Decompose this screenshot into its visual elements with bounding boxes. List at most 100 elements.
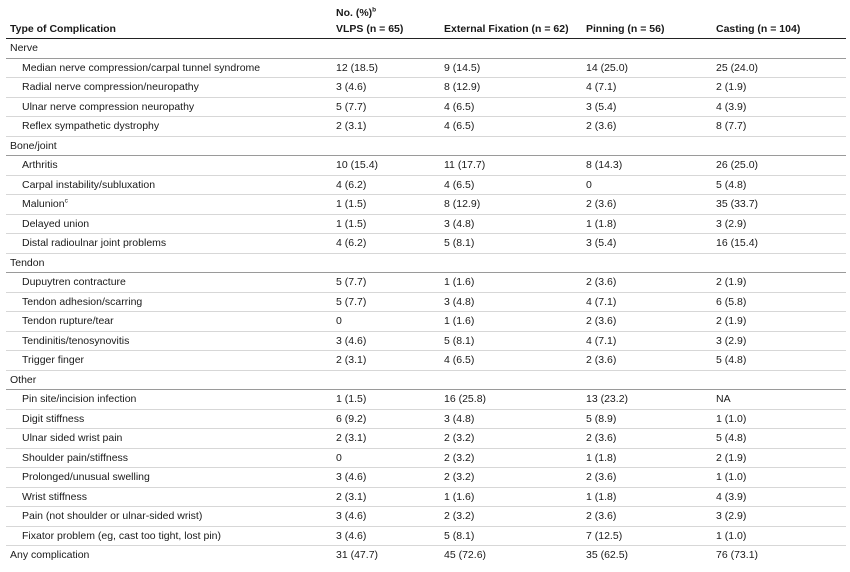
table-row: Arthritis 10 (15.4) 11 (17.7) 8 (14.3) 26 (2… xyxy=(6,155,847,176)
header-group-row: No. (%)b xyxy=(6,0,846,20)
column-header-vlps: VLPS (n = 65) xyxy=(332,20,440,39)
value-cell: 5 (4.8) xyxy=(712,350,847,371)
row-label-cell: Median nerve compression/carpal tunnel s… xyxy=(6,58,332,78)
column-header-pinning: Pinning (n = 56) xyxy=(582,20,712,39)
row-label: Ulnar sided wrist pain xyxy=(22,432,123,445)
value-cell: 1 (1.5) xyxy=(332,389,440,410)
value-cell: 3 (4.6) xyxy=(332,526,440,546)
total-value-cell: 45 (72.6) xyxy=(444,549,487,562)
table-row: Dupuytren contracture 5 (7.7) 1 (1.6) 2 (3.… xyxy=(6,272,847,293)
value-cell: 16 (25.8) xyxy=(440,389,582,410)
table-row: Median nerve compression/carpal tunnel s… xyxy=(6,58,847,78)
value-cell: NA xyxy=(712,389,847,410)
row-label: Carpal instability/subluxation xyxy=(22,178,156,191)
value-cell: 3 (2.9) xyxy=(712,214,847,234)
value-cell: 1 (1.6) xyxy=(440,311,582,332)
value-cell: 5 (4.8) xyxy=(712,428,847,449)
row-label-cell: Tendon rupture/tear xyxy=(6,311,332,332)
value-cell: 1 (1.6) xyxy=(440,272,582,293)
row-label: Radial nerve compression/neuropathy xyxy=(22,81,199,94)
value-cell: 3 (4.8) xyxy=(440,292,582,312)
value-cell: 3 (2.9) xyxy=(712,331,847,351)
section-label: Nerve xyxy=(6,38,847,59)
value-cell: 8 (7.7) xyxy=(712,116,847,137)
value-cell: 4 (6.5) xyxy=(440,350,582,371)
value-cell: 5 (8.1) xyxy=(440,331,582,351)
table-row: Reflex sympathetic dystrophy 2 (3.1) 4 (6.… xyxy=(6,116,847,137)
row-label: Reflex sympathetic dystrophy xyxy=(22,120,160,133)
value-cell: 4 (6.2) xyxy=(332,175,440,195)
value-cell: 3 (4.6) xyxy=(332,467,440,488)
section-label: Bone/joint xyxy=(6,136,847,156)
value-cell: 8 (14.3) xyxy=(582,155,712,176)
value-cell: 7 (12.5) xyxy=(582,526,712,546)
row-label-cell: Dupuytren contracture xyxy=(6,272,332,293)
header-footnote-marker: b xyxy=(372,6,377,14)
value-cell: 1 (1.0) xyxy=(712,409,847,429)
value-cell: 5 (7.7) xyxy=(332,292,440,312)
column-header-casting: Casting (n = 104) xyxy=(712,20,847,39)
value-cell: 2 (3.2) xyxy=(440,428,582,449)
value-cell: 3 (4.6) xyxy=(332,506,440,527)
value-cell: 3 (4.8) xyxy=(440,214,582,234)
row-label-cell: Radial nerve compression/neuropathy xyxy=(6,77,332,98)
value-cell: 5 (8.1) xyxy=(440,233,582,254)
section-row: Tendon xyxy=(6,253,847,273)
section-label: Tendon xyxy=(6,253,847,273)
row-label-cell: Fixator problem (eg, cast too tight, los… xyxy=(6,526,332,546)
table-row: Delayed union 1 (1.5) 3 (4.8) 1 (1.8) 3 (2.9… xyxy=(6,214,847,234)
row-label-cell: Carpal instability/subluxation xyxy=(6,175,332,195)
row-label-cell: Pin site/incision infection xyxy=(6,389,332,410)
value-cell: 1 (1.8) xyxy=(582,487,712,507)
row-label-cell: Shoulder pain/stiffness xyxy=(6,448,332,468)
value-cell: 8 (12.9) xyxy=(440,194,582,215)
row-label-cell: Delayed union xyxy=(6,214,332,234)
value-cell: 2 (3.1) xyxy=(332,116,440,137)
value-cell: 4 (7.1) xyxy=(582,77,712,98)
row-label-cell: Reflex sympathetic dystrophy xyxy=(6,116,332,137)
row-label-cell: Tendon adhesion/scarring xyxy=(6,292,332,312)
table-row: Wrist stiffness 2 (3.1) 1 (1.6) 1 (1.8) 4 (3… xyxy=(6,487,847,507)
table-row: Prolonged/unusual swelling 3 (4.6) 2 (3.2)… xyxy=(6,467,847,488)
total-label: Any complication xyxy=(10,549,90,562)
value-cell: 4 (7.1) xyxy=(582,292,712,312)
header-blank xyxy=(6,0,332,20)
row-label-cell: Arthritis xyxy=(6,155,332,176)
value-cell: 4 (3.9) xyxy=(712,487,847,507)
value-cell: 4 (3.9) xyxy=(712,97,847,117)
total-value-cell: 76 (73.1) xyxy=(716,549,759,562)
value-cell: 8 (12.9) xyxy=(440,77,582,98)
total-value-cell: 35 (62.5) xyxy=(586,549,629,562)
row-label: Tendinitis/tenosynovitis xyxy=(22,334,130,347)
value-cell: 1 (1.0) xyxy=(712,526,847,546)
value-cell: 4 (7.1) xyxy=(582,331,712,351)
value-cell: 2 (3.6) xyxy=(582,116,712,137)
value-cell: 14 (25.0) xyxy=(582,58,712,78)
value-cell: 11 (17.7) xyxy=(440,155,582,176)
value-cell: 3 (5.4) xyxy=(582,97,712,117)
section-label: Other xyxy=(6,370,847,390)
value-cell: 3 (2.9) xyxy=(712,506,847,527)
table-row: Ulnar sided wrist pain 2 (3.1) 2 (3.2) 2 (3… xyxy=(6,428,847,449)
section-row: Nerve xyxy=(6,38,847,59)
value-cell: 10 (15.4) xyxy=(332,155,440,176)
section-row: Bone/joint xyxy=(6,136,847,156)
table-row: Carpal instability/subluxation 4 (6.2) 4 (… xyxy=(6,175,847,195)
row-label: Wrist stiffness xyxy=(22,490,87,503)
table-row: Malunionc 1 (1.5) 8 (12.9) 2 (3.6) 35 (33.7) xyxy=(6,194,847,215)
value-cell: 2 (3.1) xyxy=(332,487,440,507)
value-cell: 6 (5.8) xyxy=(712,292,847,312)
row-label-cell: Pain (not shoulder or ulnar-sided wrist) xyxy=(6,506,332,527)
value-cell: 1 (1.0) xyxy=(712,467,847,488)
row-label: Median nerve compression/carpal tunnel s… xyxy=(22,61,261,74)
table-row: Trigger finger 2 (3.1) 4 (6.5) 2 (3.6) 5 (4.… xyxy=(6,350,847,371)
value-cell: 35 (33.7) xyxy=(712,194,847,215)
table-row: Distal radioulnar joint problems 4 (6.2) 5… xyxy=(6,233,847,254)
value-cell: 5 (4.8) xyxy=(712,175,847,195)
footnote-marker: c xyxy=(64,197,68,205)
value-cell: 2 (1.9) xyxy=(712,448,847,468)
row-label: Tendon adhesion/scarring xyxy=(22,295,143,308)
value-cell: 25 (24.0) xyxy=(712,58,847,78)
value-cell: 1 (1.8) xyxy=(582,448,712,468)
